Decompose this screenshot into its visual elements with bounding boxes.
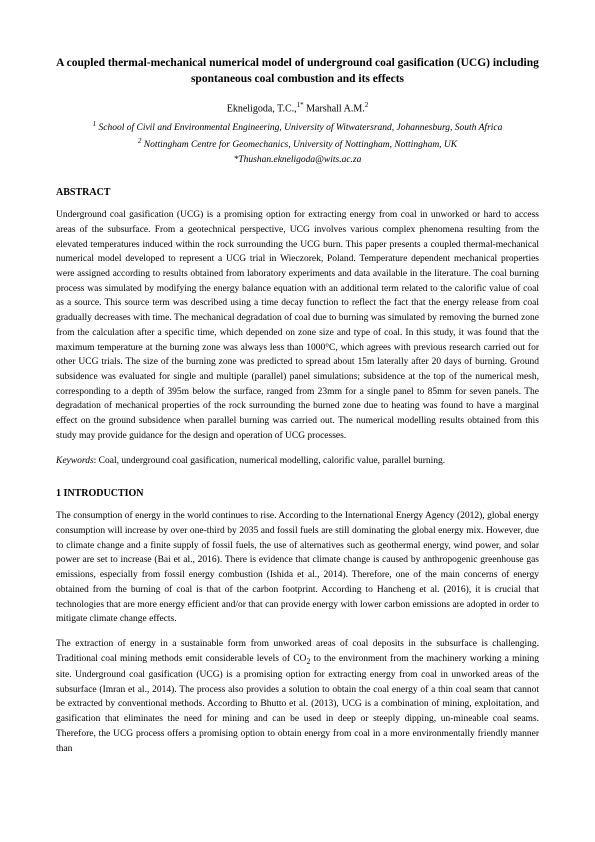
intro-paragraph-2: The extraction of energy in a sustainabl… <box>56 637 539 756</box>
abstract-text: Underground coal gasification (UCG) is a… <box>56 208 539 444</box>
paper-title: A coupled thermal-mechanical numerical m… <box>56 56 539 87</box>
affiliation-2: 2 Nottingham Centre for Geomechanics, Un… <box>56 137 539 152</box>
page-root: A coupled thermal-mechanical numerical m… <box>0 0 595 806</box>
intro-paragraph-1: The consumption of energy in the world c… <box>56 509 539 627</box>
keywords-line: Keywords: Coal, underground coal gasific… <box>56 454 539 469</box>
keywords-text: : Coal, underground coal gasification, n… <box>94 456 445 466</box>
introduction-heading: 1 INTRODUCTION <box>56 488 539 499</box>
author-list: Ekneligoda, T.C.,1* Marshall A.M.2 <box>56 101 539 114</box>
affiliation-1: 1 School of Civil and Environmental Engi… <box>56 120 539 135</box>
corresponding-email: *Thushan.ekneligoda@wits.ac.za <box>56 154 539 167</box>
keywords-label: Keywords <box>56 456 94 466</box>
abstract-heading: ABSTRACT <box>56 187 539 198</box>
